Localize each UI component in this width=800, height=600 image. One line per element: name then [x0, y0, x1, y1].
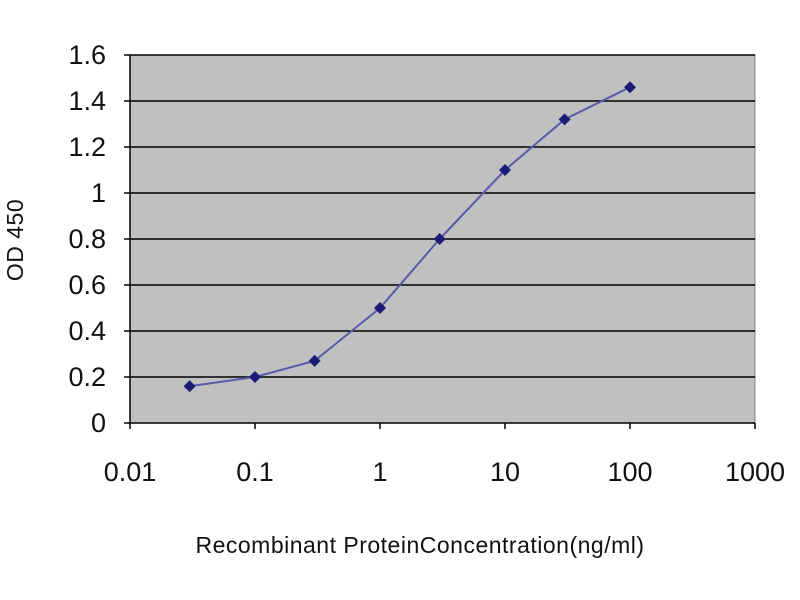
x-axis-ticks: 0.01 0.1 1 10 100 1000 [104, 423, 785, 487]
y-axis-ticks: 0 0.2 0.4 0.6 0.8 1 1.2 1.4 1.6 [68, 40, 130, 438]
y-tick-label: 1 [91, 178, 106, 208]
x-axis-label: Recombinant ProteinConcentration(ng/ml) [195, 532, 644, 558]
data-point [499, 164, 511, 176]
y-axis-label: OD 450 [2, 199, 28, 281]
y-tick-label: 0.8 [68, 224, 106, 254]
data-point [558, 113, 571, 126]
x-tick-label: 100 [607, 457, 652, 487]
x-tick-label: 1 [372, 457, 387, 487]
y-tick-label: 0.2 [68, 362, 106, 392]
series-line [189, 86, 631, 388]
y-tick-label: 1.2 [68, 132, 106, 162]
y-tick-label: 1.4 [68, 86, 106, 116]
data-point [249, 371, 261, 383]
data-point [183, 380, 196, 393]
y-tick-label: 0 [91, 408, 106, 438]
x-tick-label: 1000 [725, 457, 785, 487]
x-tick-label: 0.01 [104, 457, 157, 487]
y-tick-label: 0.6 [68, 270, 106, 300]
data-point [308, 354, 321, 367]
data-point [374, 302, 386, 314]
x-tick-label: 10 [490, 457, 520, 487]
y-tick-label: 0.4 [68, 316, 106, 346]
y-tick-label: 1.6 [68, 40, 106, 70]
x-tick-label: 0.1 [236, 457, 274, 487]
data-point [433, 233, 446, 245]
data-point [624, 81, 636, 94]
series-group [183, 81, 636, 393]
